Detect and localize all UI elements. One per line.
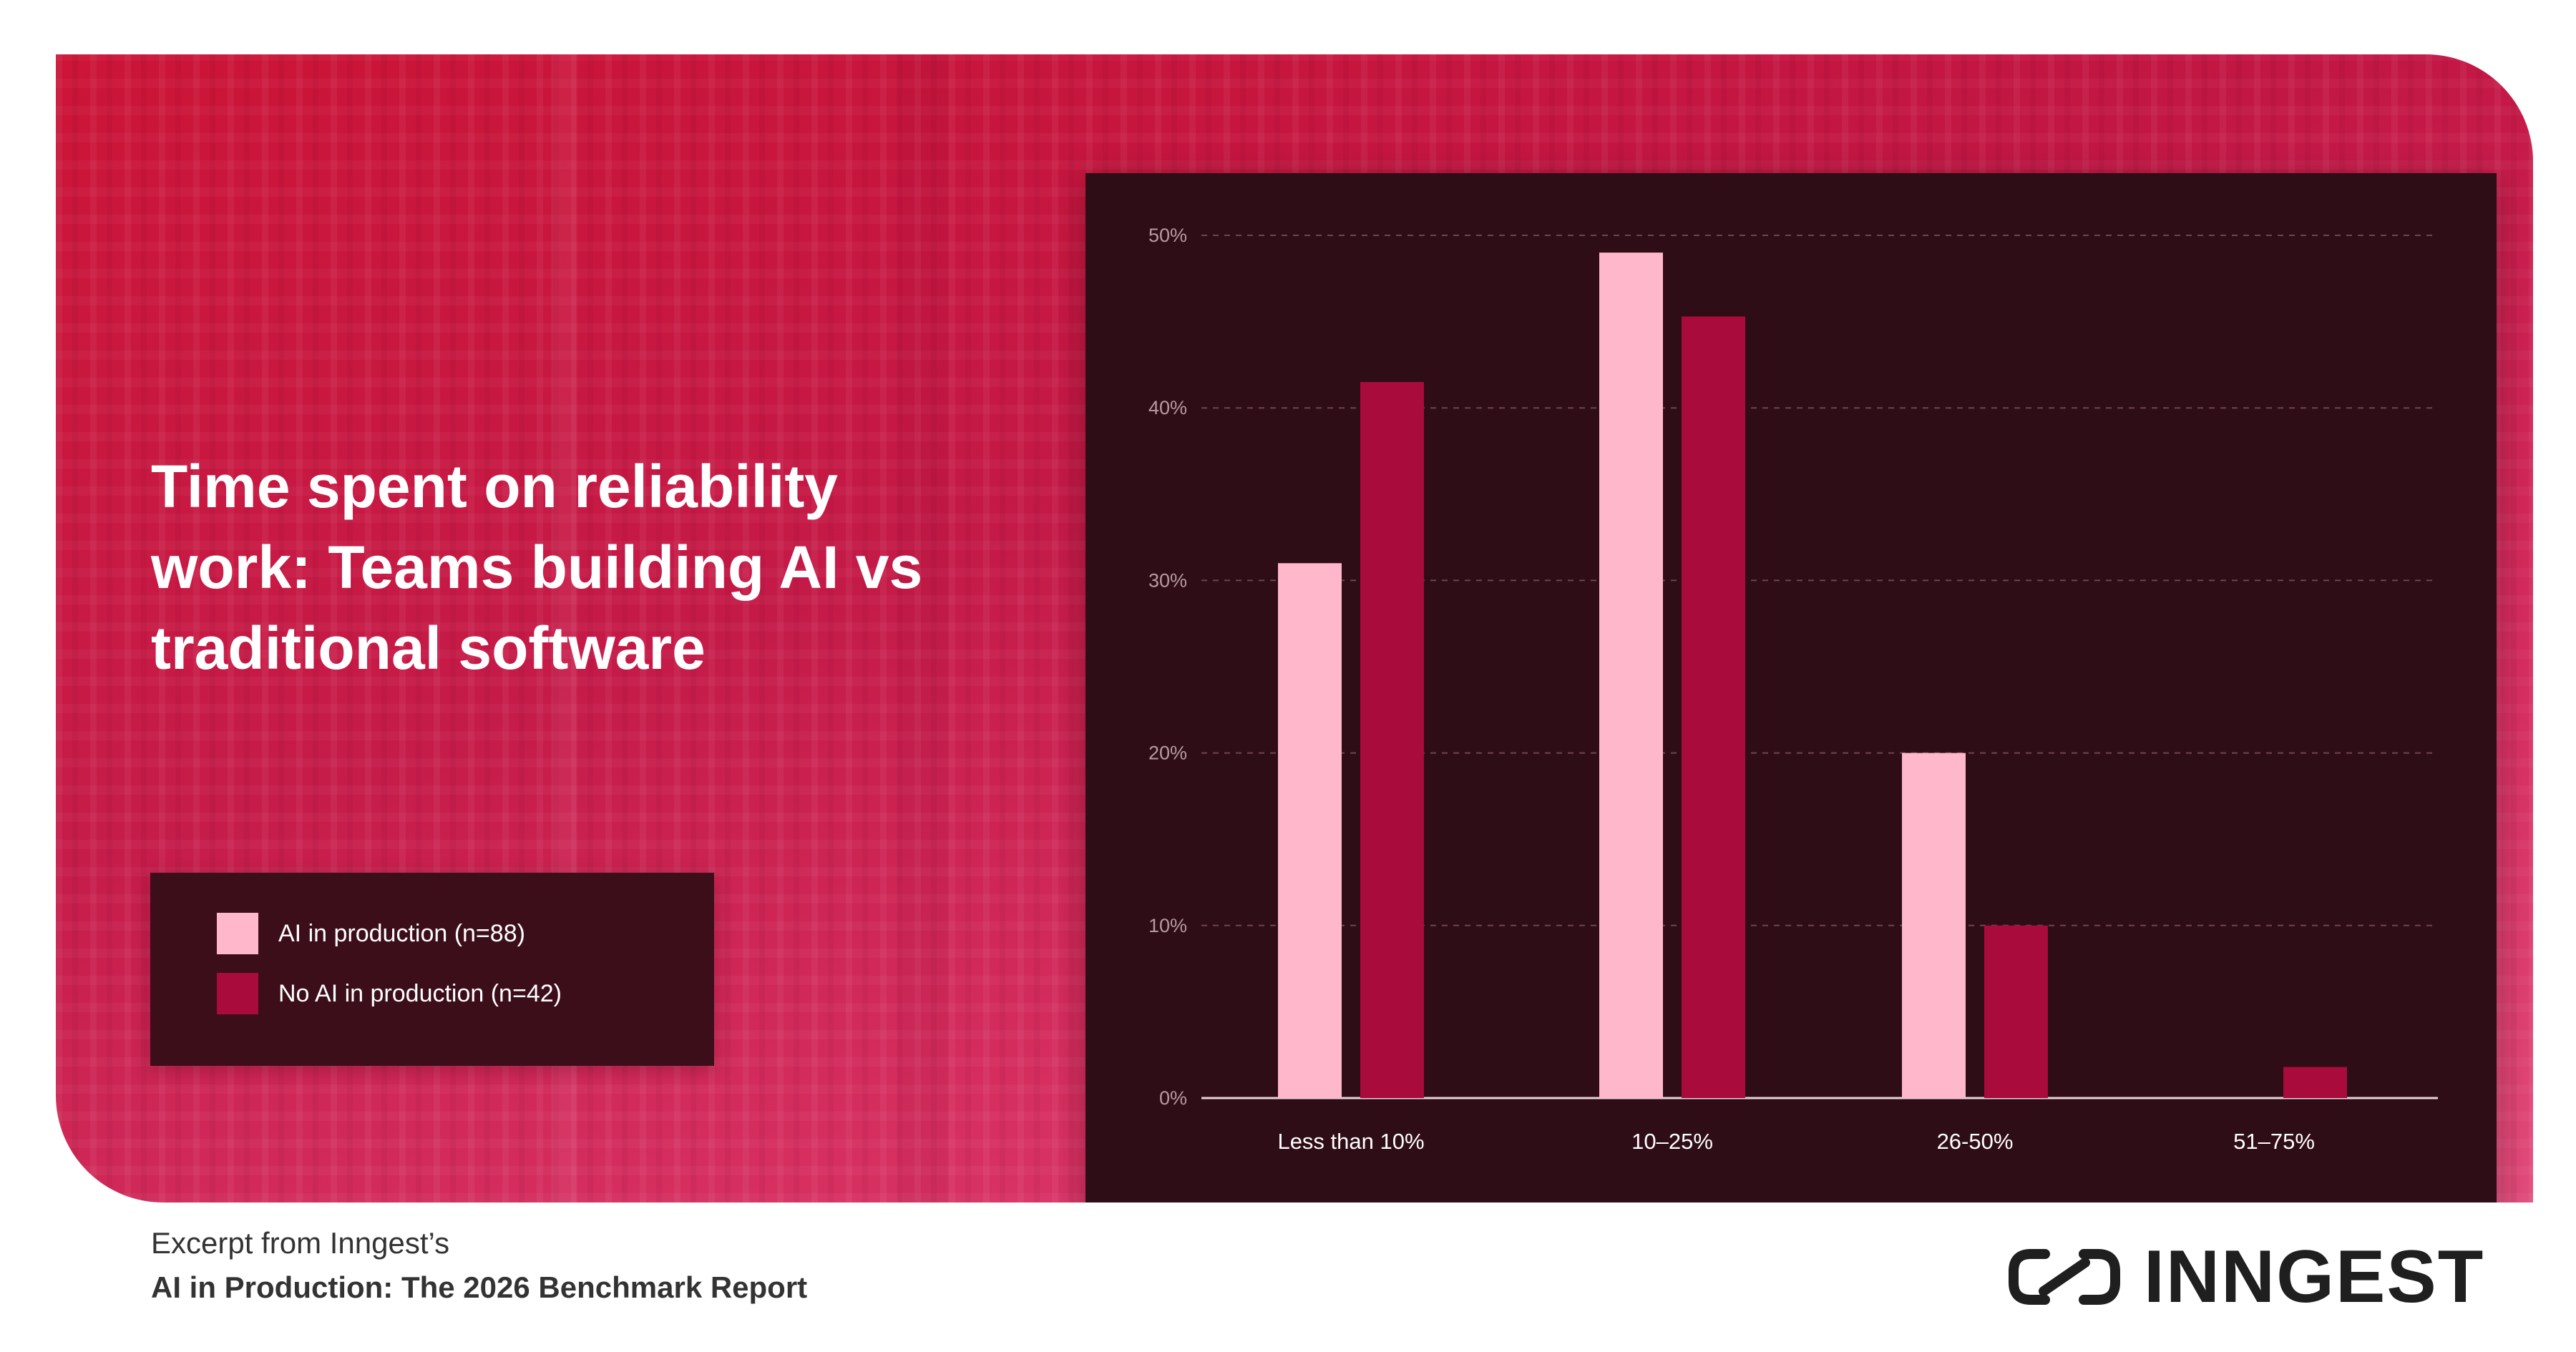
inngest-logo-icon: [2009, 1249, 2120, 1305]
bar-no-ai-1: [1682, 316, 1745, 1098]
bar-ai-2: [1902, 753, 1966, 1098]
y-tick-label: 30%: [1148, 569, 1187, 591]
footer-report-title: AI in Production: The 2026 Benchmark Rep…: [151, 1270, 808, 1304]
y-tick-label: 20%: [1148, 743, 1187, 764]
x-tick-label: 10–25%: [1631, 1129, 1713, 1154]
x-tick-label: 26-50%: [1937, 1129, 2014, 1154]
footer-excerpt-label: Excerpt from Inngest’s: [151, 1226, 450, 1260]
chart-panel: 0% 10% 20% 30% 40% 50% Less than 10% 10–25% 26-5…: [1085, 173, 2497, 1202]
legend-swatch-no-ai: [217, 973, 258, 1014]
y-tick-label: 0%: [1159, 1087, 1187, 1109]
legend-swatch-ai: [217, 913, 258, 954]
y-tick-label: 40%: [1148, 397, 1187, 418]
hero-banner: Time spent on reliability work: Teams bu…: [56, 54, 2533, 1202]
chart-legend: AI in production (n=88) No AI in product…: [150, 873, 714, 1066]
legend-label-ai: AI in production (n=88): [278, 919, 525, 947]
brand-name: INNGEST: [2144, 1235, 2485, 1318]
chart-title: Time spent on reliability work: Teams bu…: [151, 453, 923, 682]
x-tick-label: 51–75%: [2233, 1129, 2315, 1154]
x-tick-label: Less than 10%: [1277, 1129, 1424, 1154]
y-tick-label: 10%: [1148, 915, 1187, 936]
legend-item-no-ai: No AI in production (n=42): [217, 973, 562, 1014]
bar-no-ai-0: [1360, 382, 1424, 1098]
brand-logo: INNGEST: [2004, 1238, 2484, 1316]
bar-ai-0: [1278, 563, 1342, 1098]
y-tick-label: 50%: [1148, 225, 1187, 246]
legend-item-ai: AI in production (n=88): [217, 913, 525, 954]
bar-chart: 0% 10% 20% 30% 40% 50% Less than 10% 10–25% 26-5…: [1148, 225, 2438, 1154]
legend-label-no-ai: No AI in production (n=42): [278, 979, 562, 1007]
bar-ai-1: [1599, 253, 1663, 1098]
bar-no-ai-2: [1984, 925, 2048, 1098]
bar-no-ai-3: [2283, 1067, 2347, 1098]
